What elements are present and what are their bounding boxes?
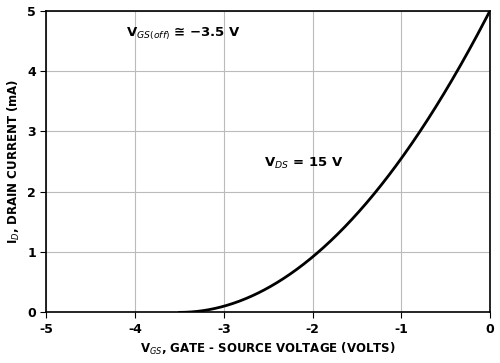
Text: V$_{DS}$ = 15 V: V$_{DS}$ = 15 V bbox=[264, 155, 343, 171]
Y-axis label: I$_{D}$, DRAIN CURRENT (mA): I$_{D}$, DRAIN CURRENT (mA) bbox=[6, 79, 22, 244]
X-axis label: V$_{GS}$, GATE - SOURCE VOLTAGE (VOLTS): V$_{GS}$, GATE - SOURCE VOLTAGE (VOLTS) bbox=[140, 341, 396, 358]
Text: V$_{GS(off)}$ ≅ −3.5 V: V$_{GS(off)}$ ≅ −3.5 V bbox=[126, 26, 241, 42]
